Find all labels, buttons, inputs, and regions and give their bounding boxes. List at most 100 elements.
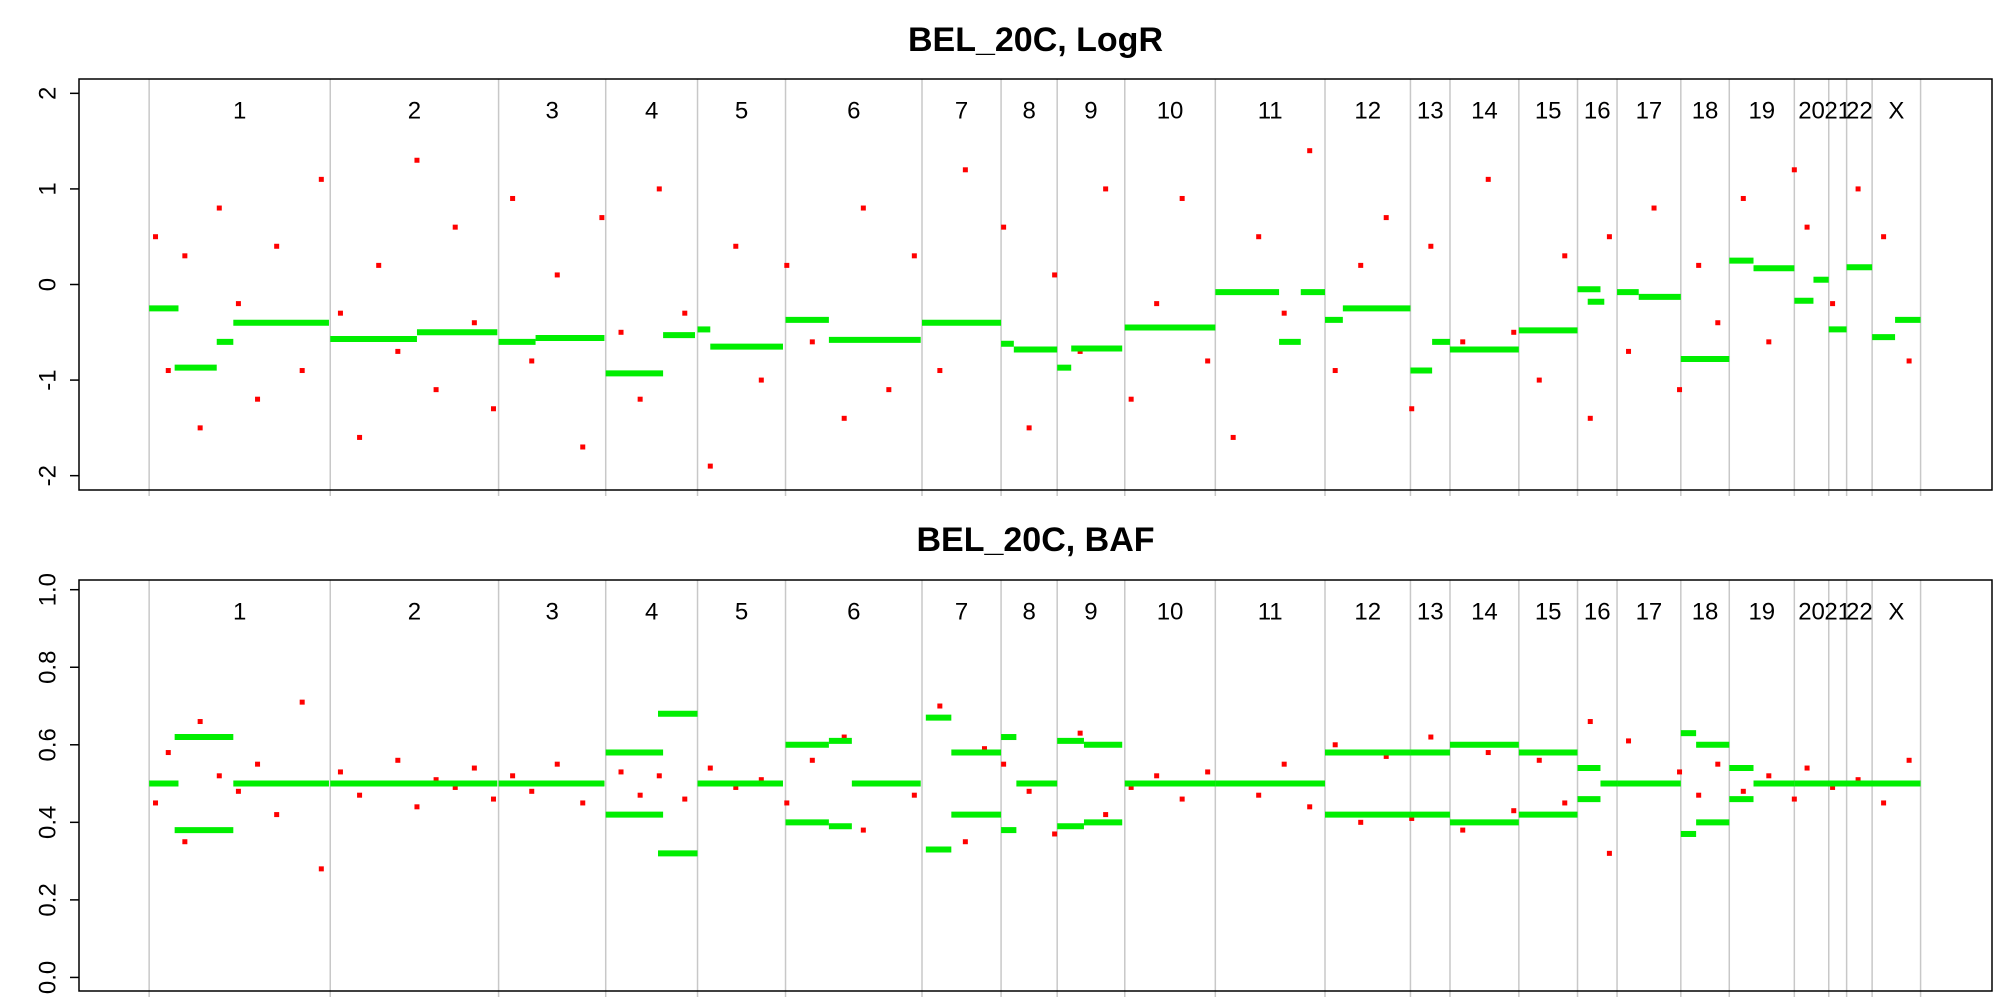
chromosome-label: 11 bbox=[1258, 598, 1283, 625]
data-point bbox=[414, 157, 420, 163]
chromosome-label: 7 bbox=[955, 97, 968, 124]
data-point bbox=[274, 812, 280, 818]
data-point bbox=[1409, 406, 1415, 412]
data-point bbox=[580, 800, 586, 806]
data-point bbox=[1587, 719, 1593, 725]
y-tick-label: 2 bbox=[34, 87, 61, 100]
data-point bbox=[707, 765, 713, 771]
data-point bbox=[318, 176, 324, 182]
data-point bbox=[1906, 358, 1912, 364]
data-point bbox=[1804, 224, 1810, 230]
data-point bbox=[758, 777, 764, 783]
data-point bbox=[1696, 792, 1702, 798]
data-point bbox=[452, 224, 458, 230]
data-point bbox=[1485, 750, 1491, 756]
chromosome-label: 14 bbox=[1471, 97, 1498, 124]
data-point bbox=[1740, 788, 1746, 794]
chromosome-label: 8 bbox=[1022, 598, 1035, 625]
data-point bbox=[1485, 176, 1491, 182]
data-point bbox=[452, 784, 458, 790]
data-point bbox=[1562, 253, 1568, 259]
data-point bbox=[1791, 167, 1797, 173]
y-tick-label: 1.0 bbox=[34, 573, 61, 606]
data-point bbox=[1881, 800, 1887, 806]
data-point bbox=[1256, 792, 1262, 798]
data-point bbox=[784, 800, 790, 806]
data-point bbox=[153, 234, 159, 240]
data-point bbox=[182, 839, 188, 845]
data-point bbox=[1332, 742, 1338, 748]
data-point bbox=[841, 734, 847, 740]
data-point bbox=[510, 195, 516, 201]
data-point bbox=[490, 406, 496, 412]
chromosome-label: 17 bbox=[1636, 97, 1663, 124]
data-point bbox=[337, 310, 343, 316]
chromosome-label: 9 bbox=[1084, 97, 1097, 124]
data-point bbox=[357, 792, 363, 798]
chromosome-label: 5 bbox=[735, 598, 748, 625]
data-point bbox=[707, 463, 713, 469]
data-point bbox=[235, 301, 241, 307]
chromosome-label: 1 bbox=[233, 598, 246, 625]
data-point bbox=[656, 186, 662, 192]
chromosome-label: 19 bbox=[1748, 97, 1775, 124]
data-point bbox=[554, 761, 560, 767]
chromosome-label: 10 bbox=[1157, 97, 1184, 124]
y-tick-label: 0 bbox=[34, 278, 61, 291]
data-point bbox=[1855, 777, 1861, 783]
chart-title: BEL_20C, LogR bbox=[908, 21, 1163, 59]
data-point bbox=[1562, 800, 1568, 806]
data-point bbox=[433, 387, 439, 393]
data-point bbox=[376, 262, 382, 268]
data-point bbox=[1103, 812, 1109, 818]
data-point bbox=[962, 839, 968, 845]
data-point bbox=[395, 757, 401, 763]
data-point bbox=[255, 396, 261, 402]
data-point bbox=[1511, 329, 1517, 335]
chromosome-label: 12 bbox=[1354, 598, 1381, 625]
chromosome-label: 19 bbox=[1748, 598, 1775, 625]
data-point bbox=[841, 415, 847, 421]
data-point bbox=[637, 792, 643, 798]
chromosome-label: X bbox=[1888, 598, 1904, 625]
data-point bbox=[1536, 757, 1542, 763]
chromosome-label: 8 bbox=[1022, 97, 1035, 124]
data-point bbox=[1383, 215, 1389, 221]
data-point bbox=[1077, 730, 1083, 736]
data-point bbox=[1001, 224, 1007, 230]
chromosome-label: 5 bbox=[735, 97, 748, 124]
data-point bbox=[1651, 205, 1657, 211]
data-point bbox=[1740, 195, 1746, 201]
y-tick-label: -2 bbox=[34, 465, 61, 486]
data-point bbox=[733, 784, 739, 790]
plot-frame bbox=[78, 78, 1993, 491]
y-tick-label: 0.8 bbox=[34, 651, 61, 684]
data-point bbox=[618, 769, 624, 775]
data-point bbox=[1409, 815, 1415, 821]
chromosome-label: 4 bbox=[645, 97, 658, 124]
data-point bbox=[1307, 804, 1313, 810]
data-point bbox=[1855, 186, 1861, 192]
data-point bbox=[618, 329, 624, 335]
data-point bbox=[235, 788, 241, 794]
data-point bbox=[1026, 788, 1032, 794]
plot-frame bbox=[78, 579, 1993, 992]
chromosome-label: 21 bbox=[1824, 598, 1851, 625]
data-point bbox=[299, 699, 305, 705]
chart-title: BEL_20C, BAF bbox=[916, 521, 1154, 559]
data-point bbox=[1536, 377, 1542, 383]
data-point bbox=[937, 368, 943, 374]
data-point bbox=[809, 757, 815, 763]
chromosome-label: 13 bbox=[1417, 97, 1444, 124]
data-point bbox=[165, 750, 171, 756]
data-point bbox=[433, 777, 439, 783]
data-point bbox=[637, 396, 643, 402]
data-point bbox=[911, 253, 917, 259]
chromosome-label: 2 bbox=[408, 598, 421, 625]
data-point bbox=[580, 444, 586, 450]
data-point bbox=[1606, 234, 1612, 240]
chromosome-label: 15 bbox=[1535, 97, 1562, 124]
data-point bbox=[153, 800, 159, 806]
data-point bbox=[981, 746, 987, 752]
data-point bbox=[1052, 831, 1058, 837]
